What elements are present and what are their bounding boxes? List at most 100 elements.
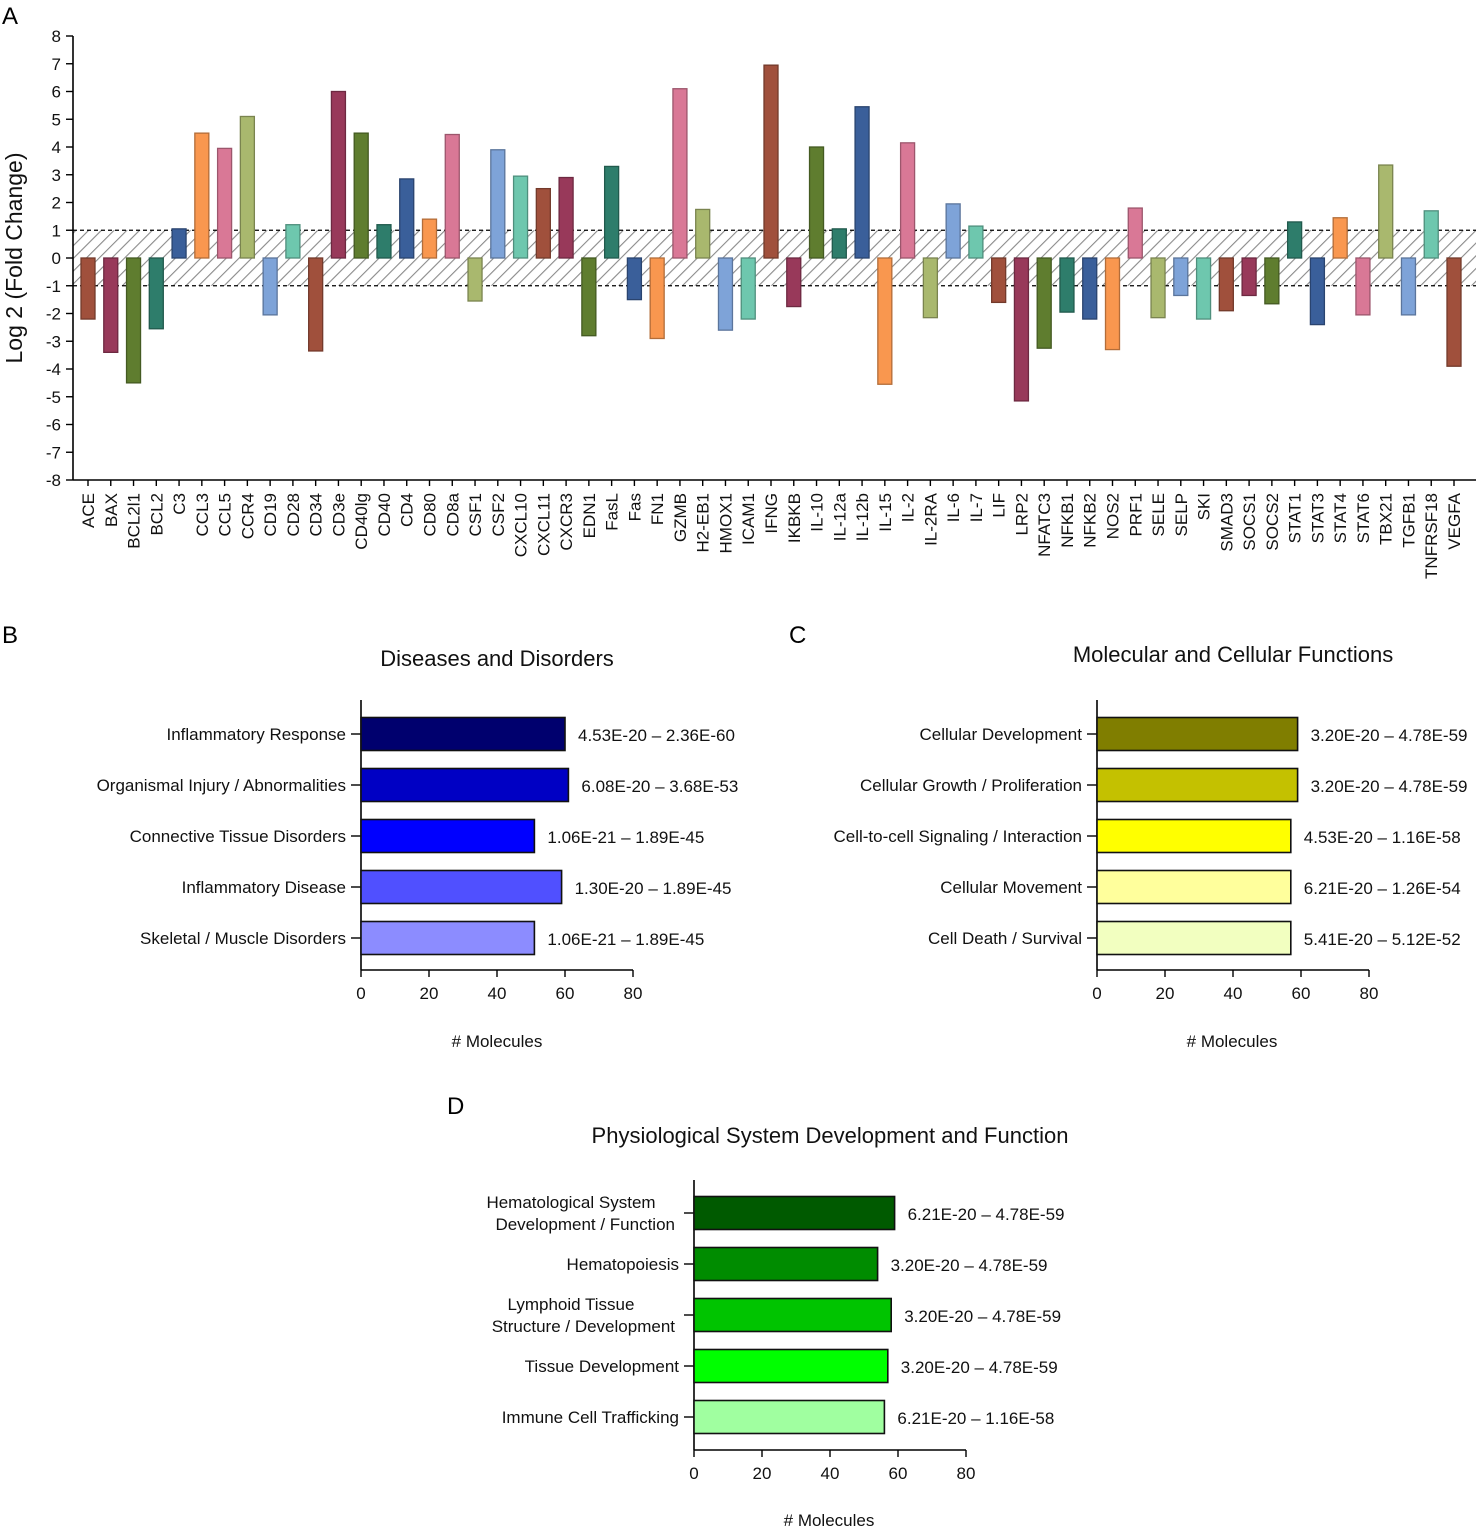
category-label: Cellular Development: [919, 725, 1082, 744]
pvalue-range-label: 1.06E-21 – 1.89E-45: [547, 930, 704, 949]
panel-label-a: A: [2, 3, 18, 30]
x-tick-label: SKI: [1195, 493, 1214, 520]
bar: [1218, 257, 1234, 312]
bar: [194, 132, 210, 259]
x-tick-label: CCL5: [216, 493, 235, 536]
pvalue-range-label: 3.20E-20 – 4.78E-59: [904, 1307, 1061, 1326]
bar: [693, 1399, 886, 1435]
y-tick-label: 8: [52, 27, 61, 46]
y-tick-label: 7: [52, 55, 61, 74]
x-tick-label: 80: [1360, 984, 1379, 1003]
x-axis-title-c: # Molecules: [1187, 1032, 1278, 1051]
bar: [103, 257, 119, 353]
pvalue-range-label: 6.21E-20 – 4.78E-59: [908, 1205, 1065, 1224]
x-tick-label: CD8a: [443, 492, 462, 536]
bar: [693, 1195, 896, 1231]
pvalue-range-label: 6.21E-20 – 1.26E-54: [1304, 879, 1461, 898]
category-label: Cellular Movement: [940, 878, 1082, 897]
bar: [1013, 257, 1030, 402]
x-tick-label: HMOX1: [716, 493, 735, 553]
x-tick-label: CD28: [284, 493, 303, 536]
bar: [353, 132, 369, 259]
y-tick-label: -5: [46, 388, 61, 407]
x-tick-label: IL-7: [967, 493, 986, 522]
pvalue-range-label: 3.20E-20 – 4.78E-59: [1311, 777, 1468, 796]
x-tick-label: CSF1: [466, 493, 485, 536]
x-tick-label: TNFRSF18: [1422, 493, 1441, 579]
bar: [360, 716, 566, 752]
x-tick-label: 40: [488, 984, 507, 1003]
x-tick-label: TBX21: [1377, 493, 1396, 545]
x-tick-label: STAT6: [1354, 493, 1373, 543]
bar: [262, 257, 278, 316]
bar: [1036, 257, 1052, 349]
bar: [1195, 257, 1212, 320]
bar: [216, 147, 233, 259]
category-label: Structure / Development: [492, 1317, 676, 1336]
category-label: Skeletal / Muscle Disorders: [140, 929, 346, 948]
panel-label-b: B: [2, 622, 18, 649]
bar: [330, 90, 347, 259]
bar: [649, 257, 665, 340]
x-axis-title-d: # Molecules: [784, 1511, 875, 1527]
x-tick-label: SMAD3: [1217, 493, 1236, 552]
bar: [945, 203, 961, 259]
category-label: Inflammatory Disease: [182, 878, 346, 897]
bar: [877, 257, 893, 385]
bar: [80, 257, 96, 320]
x-tick-label: TGFB1: [1399, 493, 1418, 548]
y-tick-label: 1: [52, 221, 61, 240]
bar: [1127, 207, 1143, 259]
bar: [693, 1246, 879, 1282]
bar: [1096, 716, 1299, 752]
bar: [1096, 818, 1292, 854]
panel-label-d: D: [447, 1093, 464, 1120]
bar: [308, 257, 324, 352]
x-tick-label: 20: [753, 1464, 772, 1483]
bar: [672, 88, 688, 259]
x-tick-label: NFATC3: [1035, 493, 1054, 557]
x-tick-label: SELP: [1172, 493, 1191, 536]
category-label: Cell Death / Survival: [928, 929, 1082, 948]
x-tick-label: 20: [1156, 984, 1175, 1003]
bar: [899, 142, 916, 259]
y-tick-label: -2: [46, 305, 61, 324]
x-tick-label: SELE: [1149, 493, 1168, 536]
x-tick-label: PRF1: [1126, 493, 1145, 536]
bar: [1332, 217, 1348, 259]
bar: [1096, 767, 1299, 803]
molecular-functions-chart: Molecular and Cellular Functions # Molec…: [833, 642, 1467, 1051]
x-tick-label: CD3e: [329, 493, 348, 536]
bar: [1096, 920, 1292, 956]
category-label: Immune Cell Trafficking: [502, 1408, 679, 1427]
category-label: Cell-to-cell Signaling / Interaction: [833, 827, 1082, 846]
category-label: Tissue Development: [525, 1357, 680, 1376]
bar: [831, 228, 847, 259]
bar: [360, 869, 563, 905]
bar: [360, 920, 536, 956]
x-tick-label: IL-15: [876, 493, 895, 532]
category-label: Hematopoiesis: [567, 1255, 679, 1274]
chart-title-d: Physiological System Development and Fun…: [592, 1123, 1069, 1148]
bar: [808, 146, 825, 259]
x-tick-label: CD40: [375, 493, 394, 536]
physiological-system-chart: Physiological System Development and Fun…: [486, 1123, 1068, 1527]
x-tick-label: BCL2l1: [125, 493, 144, 549]
x-tick-label: C3: [170, 493, 189, 515]
pvalue-range-label: 3.20E-20 – 4.78E-59: [901, 1358, 1058, 1377]
x-tick-label: CXCR3: [557, 493, 576, 551]
y-tick-label: 0: [52, 249, 61, 268]
bar: [376, 224, 392, 259]
category-label: Lymphoid Tissue: [508, 1295, 635, 1314]
x-tick-label: Fas: [625, 493, 644, 521]
diseases-chart: Diseases and Disorders # Molecules 0 20 40…: [97, 646, 739, 1051]
bar: [763, 64, 779, 259]
bar: [854, 106, 870, 259]
x-tick-label: FN1: [648, 493, 667, 525]
bar: [558, 176, 574, 259]
pvalue-range-label: 3.20E-20 – 4.78E-59: [1311, 726, 1468, 745]
x-tick-label: STAT3: [1308, 493, 1327, 543]
x-tick-label: 20: [420, 984, 439, 1003]
category-label: Cellular Growth / Proliferation: [860, 776, 1082, 795]
bar: [1446, 257, 1462, 367]
